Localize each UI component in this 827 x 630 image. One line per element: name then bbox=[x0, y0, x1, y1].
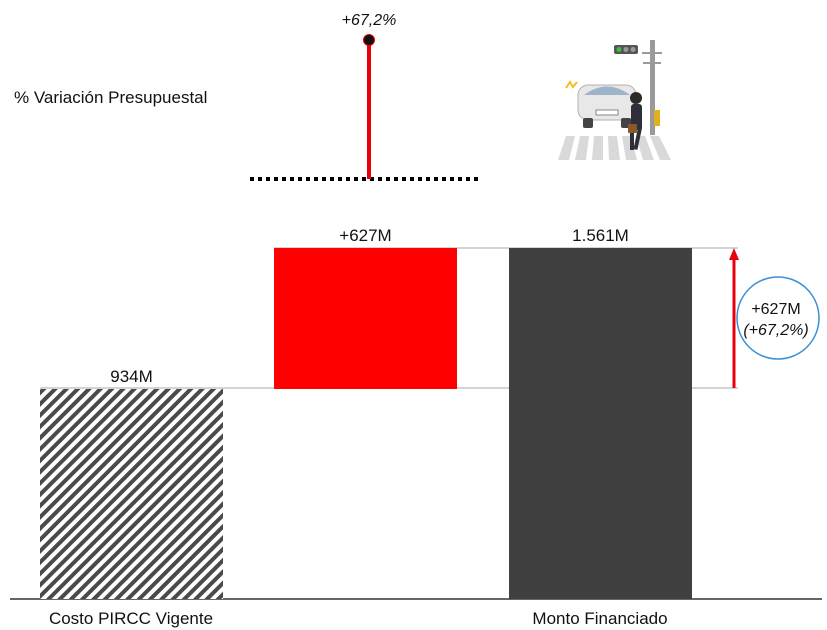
difference-badge-pct: (+67,2%) bbox=[743, 322, 808, 339]
difference-badge bbox=[736, 276, 820, 360]
car-pedestrian-crossing-icon bbox=[558, 40, 671, 160]
bar-costo-pircc bbox=[40, 388, 223, 599]
bar-monto-financiado bbox=[509, 248, 692, 599]
category-label-costo: Costo PIRCC Vigente bbox=[49, 609, 213, 628]
bar-label-total: 1.561M bbox=[572, 226, 629, 245]
variation-indicator: % Variación Presupuestal +67,2% bbox=[14, 12, 482, 181]
bar-increase bbox=[274, 248, 457, 389]
variation-value-label: +67,2% bbox=[342, 12, 397, 29]
bar-label-increase: +627M bbox=[339, 226, 391, 245]
variation-title: % Variación Presupuestal bbox=[14, 88, 207, 107]
bar-label-costo: 934M bbox=[110, 367, 153, 386]
difference-arrow-head bbox=[729, 248, 739, 260]
variation-marker bbox=[363, 34, 375, 46]
difference-badge-value: +627M bbox=[751, 301, 800, 318]
category-label-monto: Monto Financiado bbox=[532, 609, 667, 628]
